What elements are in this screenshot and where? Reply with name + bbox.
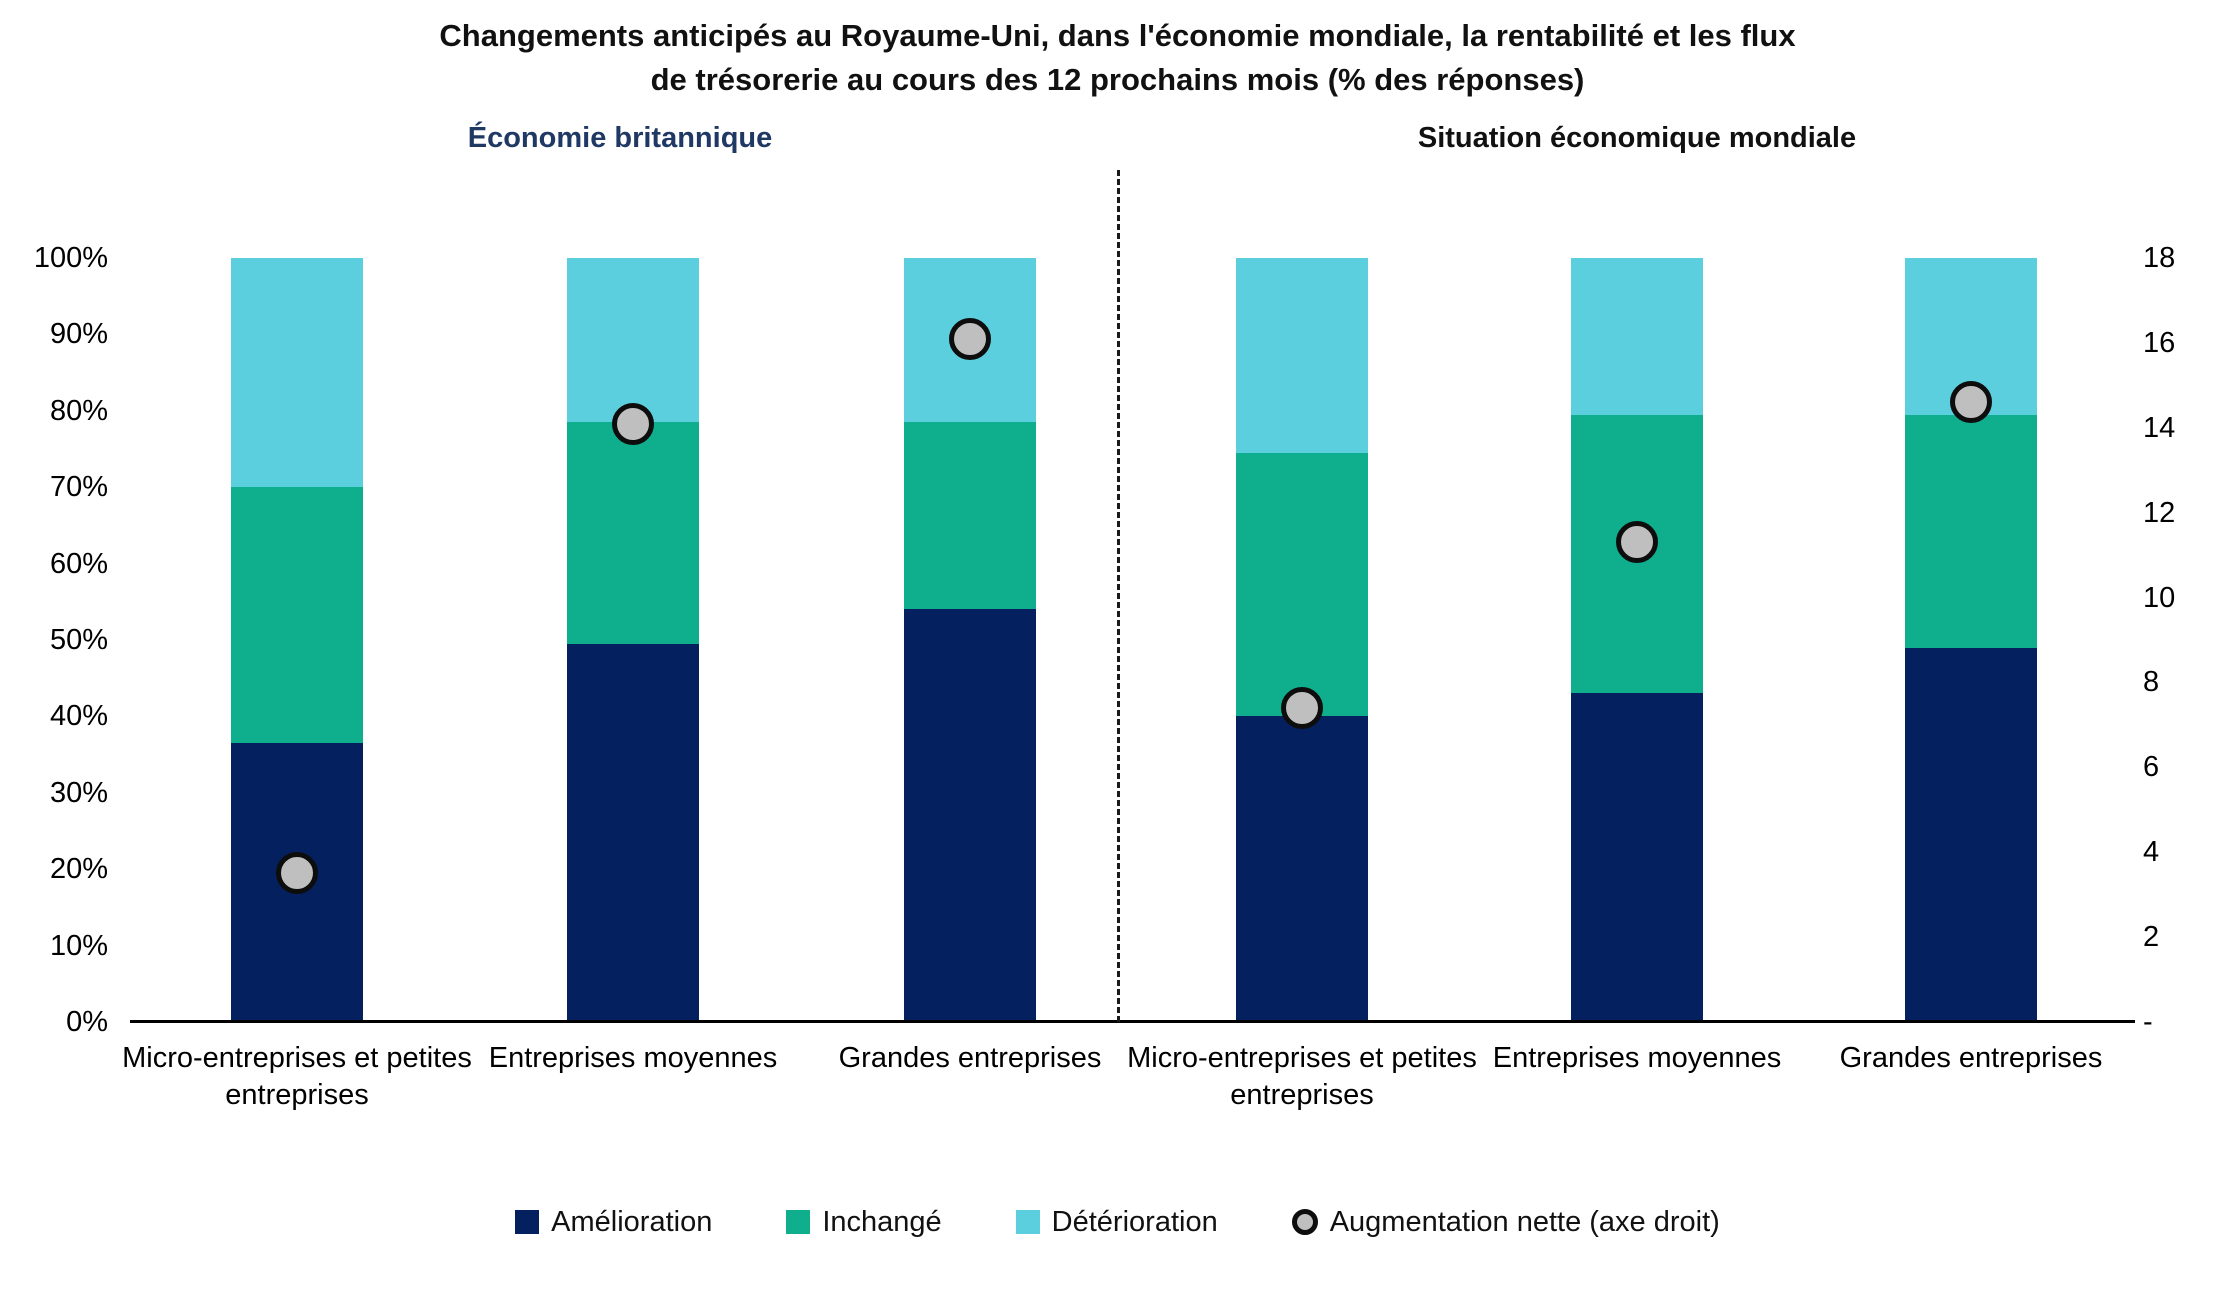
y-axis-tick-label: 100% xyxy=(33,242,108,274)
bar-segment-improvement xyxy=(1236,716,1368,1022)
right-axis-tick-label: 12 xyxy=(2143,496,2176,529)
right-axis-tick-label: 16 xyxy=(2143,326,2176,359)
right-axis-tick-label: 2 xyxy=(2143,921,2160,954)
group-divider-line xyxy=(1117,170,1120,1022)
net-increase-dot xyxy=(1281,686,1323,729)
x-axis-category-label: Entreprises moyennes xyxy=(1492,1042,1782,1074)
right-axis-tick-label: 18 xyxy=(2143,242,2176,274)
chart-title-line2: de trésorerie au cours des 12 prochains … xyxy=(650,62,1585,97)
legend-label: Amélioration xyxy=(551,1205,713,1238)
y-axis-tick-label: 50% xyxy=(49,624,108,656)
legend-label: Détérioration xyxy=(1051,1205,1218,1238)
right-axis-tick-label: 6 xyxy=(2143,751,2160,784)
y-axis-tick-label: 10% xyxy=(49,929,108,962)
panel-title-uk-economy: Économie britannique xyxy=(467,122,773,154)
x-axis-category-label: Entreprises moyennes xyxy=(488,1042,778,1074)
right-axis-tick-label: 4 xyxy=(2143,836,2160,869)
x-axis-line xyxy=(130,1020,2135,1023)
y-axis-tick-label: 60% xyxy=(49,547,108,580)
legend-swatch-circle xyxy=(1291,1209,1318,1235)
bar-segment-unchanged xyxy=(904,422,1036,610)
legend-item: Détérioration xyxy=(1015,1205,1218,1239)
bar-segment-deterioration xyxy=(567,258,699,423)
y-axis-tick-label: 0% xyxy=(66,1006,108,1038)
y-axis-tick-label: 70% xyxy=(49,471,108,504)
bar-segment-improvement xyxy=(1905,647,2037,1022)
y-axis-tick-label: 80% xyxy=(49,394,108,427)
bar-segment-improvement xyxy=(1571,693,1703,1022)
bar-segment-unchanged xyxy=(567,422,699,644)
legend-label: Augmentation nette (axe droit) xyxy=(1329,1205,1720,1238)
legend-item: Inchangé xyxy=(786,1205,942,1239)
right-axis-tick-label: 8 xyxy=(2143,666,2160,699)
bar-segment-deterioration xyxy=(1236,258,1368,453)
legend-label: Inchangé xyxy=(822,1205,942,1238)
x-axis-category-label: Grandes entreprises xyxy=(838,1042,1102,1074)
net-increase-dot xyxy=(949,317,991,360)
y-axis-tick-label: 40% xyxy=(49,700,108,733)
right-axis-tick-label: 14 xyxy=(2143,411,2176,444)
legend-item: Augmentation nette (axe droit) xyxy=(1291,1205,1720,1239)
legend: Amélioration Inchangé Détérioration Augment… xyxy=(0,1196,2235,1248)
right-axis-tick-label: 10 xyxy=(2143,581,2176,614)
net-increase-dot xyxy=(1950,381,1992,424)
x-axis-category-label: Micro-entreprises et petites entreprises xyxy=(122,1042,472,1111)
bar-segment-unchanged xyxy=(1236,452,1368,717)
legend-swatch-square xyxy=(515,1210,540,1234)
bar-segment-unchanged xyxy=(231,487,363,744)
y-axis-tick-label: 20% xyxy=(49,853,108,886)
net-increase-dot xyxy=(1616,521,1658,564)
net-increase-dot xyxy=(276,852,318,895)
y-axis-tick-label: 90% xyxy=(49,318,108,351)
bar-segment-deterioration xyxy=(231,258,363,488)
panel-title-global-economy: Situation économique mondiale xyxy=(1417,122,1857,154)
x-axis-category-label: Grandes entreprises xyxy=(1839,1042,2103,1074)
bar-segment-unchanged xyxy=(1905,414,2037,648)
net-increase-dot xyxy=(612,402,654,445)
chart-title: Changements anticipés au Royaume-Uni, da… xyxy=(0,14,2235,102)
bar-segment-deterioration xyxy=(1571,258,1703,415)
legend-swatch-square xyxy=(786,1210,811,1234)
chart-title-line1: Changements anticipés au Royaume-Uni, da… xyxy=(439,18,1796,53)
right-axis-tick-label: - xyxy=(2143,1006,2153,1038)
legend-item: Amélioration xyxy=(515,1206,712,1239)
legend-swatch-square xyxy=(1015,1210,1040,1234)
x-axis-category-label: Micro-entreprises et petites entreprises xyxy=(1127,1042,1477,1111)
y-axis-tick-label: 30% xyxy=(49,776,108,809)
bar-segment-improvement xyxy=(904,609,1036,1022)
bar-segment-improvement xyxy=(567,643,699,1022)
